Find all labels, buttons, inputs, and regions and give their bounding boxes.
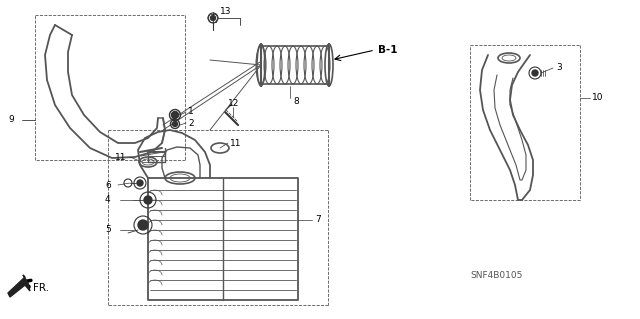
Text: FR.: FR. bbox=[33, 283, 49, 293]
Circle shape bbox=[532, 70, 538, 76]
Circle shape bbox=[144, 196, 152, 204]
Text: B-1: B-1 bbox=[378, 45, 397, 55]
Text: 9: 9 bbox=[8, 115, 13, 124]
Text: 8: 8 bbox=[293, 98, 299, 107]
Text: 3: 3 bbox=[556, 63, 562, 72]
Text: 4: 4 bbox=[105, 196, 111, 204]
Text: 12: 12 bbox=[228, 99, 239, 108]
Text: 6: 6 bbox=[105, 181, 111, 189]
Text: 11: 11 bbox=[115, 152, 127, 161]
Text: 10: 10 bbox=[592, 93, 604, 102]
Text: 11: 11 bbox=[230, 138, 241, 147]
Text: 7: 7 bbox=[315, 216, 321, 225]
Text: SNF4B0105: SNF4B0105 bbox=[470, 271, 522, 279]
Circle shape bbox=[211, 16, 216, 20]
Text: 1: 1 bbox=[188, 108, 194, 116]
Text: 13: 13 bbox=[220, 8, 232, 17]
Polygon shape bbox=[8, 275, 30, 297]
Circle shape bbox=[172, 112, 179, 118]
Text: 2: 2 bbox=[188, 118, 194, 128]
Circle shape bbox=[137, 180, 143, 186]
Circle shape bbox=[138, 220, 148, 230]
Text: 5: 5 bbox=[105, 226, 111, 234]
Circle shape bbox=[173, 122, 177, 127]
